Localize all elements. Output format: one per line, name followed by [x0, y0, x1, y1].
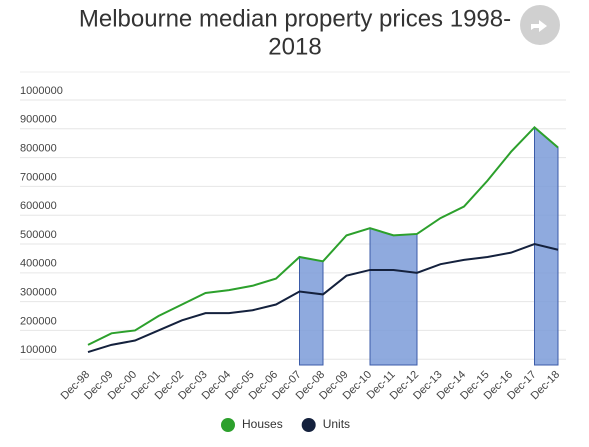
- y-tick-label: 800000: [20, 143, 57, 155]
- shaded-period: [369, 227, 418, 366]
- y-tick-label: 700000: [20, 171, 57, 183]
- chart-title: 2018: [268, 33, 321, 60]
- y-tick-label: 400000: [20, 258, 57, 270]
- line: [87, 242, 559, 353]
- y-tick-label: 300000: [20, 287, 57, 299]
- shaded-period: [299, 256, 324, 366]
- chart-title: Melbourne median property prices 1998-: [79, 5, 511, 32]
- line: [87, 125, 559, 346]
- y-tick-label: 200000: [20, 315, 57, 327]
- share-arrow: [531, 20, 547, 32]
- legend-marker: [301, 418, 316, 432]
- y-tick-label: 1000000: [20, 85, 63, 97]
- y-tick-label: 500000: [20, 229, 57, 241]
- legend-label: Units: [323, 417, 350, 431]
- legend-label: Houses: [242, 417, 283, 431]
- y-tick-label: 100000: [20, 344, 57, 356]
- y-tick-label: 600000: [20, 200, 57, 212]
- legend-marker: [221, 418, 235, 432]
- y-tick-label: 900000: [20, 114, 57, 126]
